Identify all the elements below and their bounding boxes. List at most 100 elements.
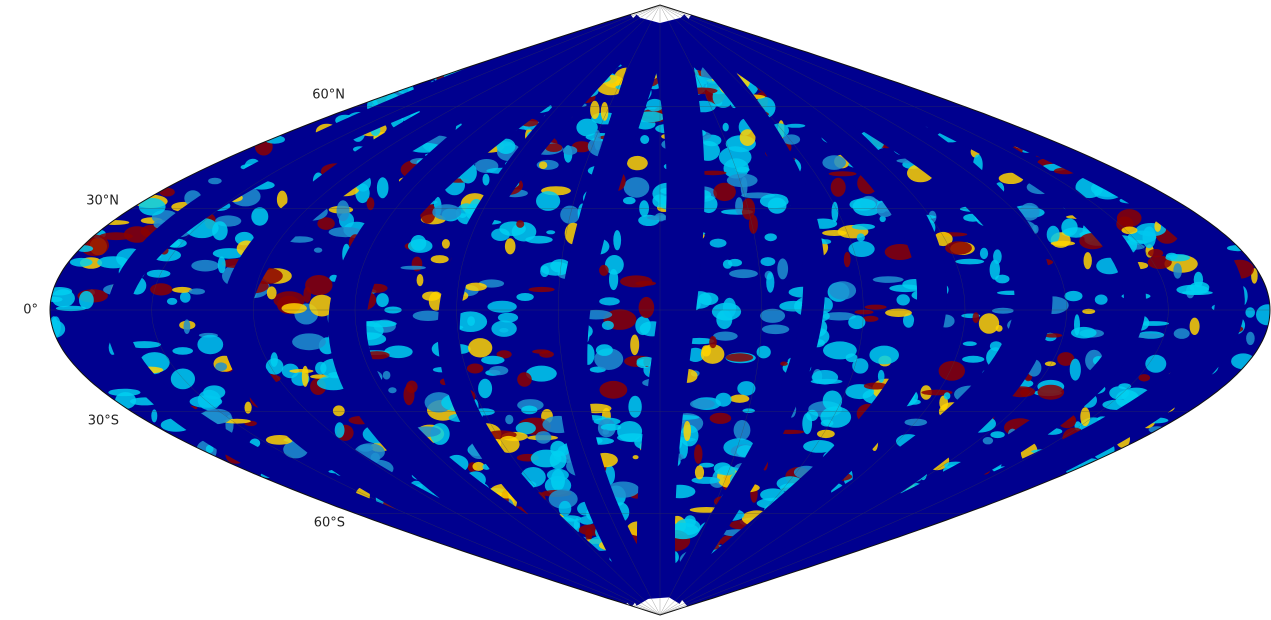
cloud-patch [560, 205, 580, 224]
cloud-patch [962, 355, 985, 363]
cloud-patch [606, 481, 640, 498]
cloud-patch [481, 355, 505, 365]
cloud-patch [317, 217, 335, 230]
cloud-patch [1227, 245, 1249, 252]
cloud-patch [1245, 307, 1255, 318]
cloud-patch [903, 313, 915, 328]
cloud-patch [683, 421, 691, 441]
cloud-patch [733, 420, 751, 441]
cloud-patch [172, 286, 193, 293]
cloud-patch [1189, 317, 1200, 335]
cloud-patch [309, 294, 335, 317]
cloud-patch [1044, 361, 1056, 367]
latitude-label: 60°N [312, 88, 345, 103]
cloud-patch [376, 177, 389, 199]
cloud-patch [266, 286, 277, 300]
cloud-patch [725, 353, 754, 362]
cloud-patch [208, 177, 222, 185]
cloud-patch [849, 198, 876, 211]
cloud-patch [472, 461, 485, 471]
cloud-patch [822, 390, 843, 411]
cloud-patch [780, 361, 788, 366]
cloud-patch [51, 289, 75, 308]
cloud-patch [993, 249, 1002, 264]
cloud-patch [217, 256, 226, 274]
cloud-patch [831, 201, 839, 223]
cloud-patch [630, 334, 640, 356]
cloud-patch [829, 281, 857, 300]
cloud-patch [851, 223, 876, 230]
cloud-patch [962, 341, 977, 347]
cloud-patch [465, 282, 487, 291]
latitude-label: 60°S [314, 516, 345, 531]
cloud-patch [1145, 354, 1167, 373]
cloud-patch [1173, 263, 1182, 279]
latitude-label: 30°S [88, 414, 119, 429]
cloud-patch [872, 276, 904, 283]
cloud-patch [729, 394, 750, 403]
cloud-patch [482, 173, 490, 186]
cloud-patch [885, 308, 912, 317]
cloud-patch [854, 309, 874, 315]
cloud-patch [782, 134, 801, 145]
cloud-patch [264, 135, 286, 144]
cloud-patch [701, 345, 711, 357]
cloud-patch [889, 284, 922, 293]
cloud-patch [613, 230, 622, 251]
cloud-patch [1147, 255, 1172, 269]
cloud-patch [562, 146, 578, 155]
cloud-patch [376, 293, 389, 308]
cloud-patch [990, 431, 1005, 439]
cloud-patch [1193, 271, 1204, 288]
cloud-patch [628, 395, 642, 418]
cloud-patch [938, 361, 965, 381]
cloud-patch [1050, 240, 1076, 246]
cloud-patch [1138, 374, 1151, 382]
cloud-patch [270, 352, 278, 367]
cloud-patch [382, 370, 391, 380]
cloud-patch [539, 350, 554, 358]
cloud-patch [699, 170, 727, 176]
cloud-patch [332, 405, 345, 417]
cloud-patch [722, 297, 737, 318]
cloud-patch [718, 465, 736, 476]
cloud-patch [896, 294, 910, 306]
cloud-patch [864, 304, 887, 310]
cloud-patch [709, 336, 717, 349]
cloud-patch [617, 421, 643, 442]
cloud-patch [1061, 218, 1078, 236]
cloud-patch [785, 123, 806, 128]
cloud-patch [602, 429, 609, 435]
cloud-patch [384, 345, 413, 359]
cloud-patch [334, 422, 345, 438]
cloud-patch [779, 300, 809, 312]
cloud-patch [1064, 290, 1083, 302]
cloud-patch [691, 476, 721, 484]
cloud-patch [718, 146, 752, 168]
cloud-patch [777, 258, 789, 280]
cloud-patch [197, 334, 224, 355]
cloud-patch [416, 274, 424, 287]
cloud-patch [138, 198, 166, 216]
cloud-patch [487, 300, 517, 313]
cloud-patch [690, 399, 715, 409]
cloud-patch [820, 419, 834, 427]
cloud-patch [601, 320, 614, 330]
cloud-patch [468, 338, 493, 358]
graticule [50, 5, 1270, 615]
cloud-patch [599, 297, 620, 306]
cloud-patch [978, 313, 1000, 334]
cloud-patch [848, 315, 866, 330]
cloud-patch [526, 365, 557, 382]
cloud-patch [945, 241, 972, 255]
cloud-patch [632, 455, 639, 460]
cloud-patch [400, 265, 426, 270]
cloud-patch [1165, 254, 1190, 262]
cloud-patch [599, 264, 609, 276]
cloud-patch [172, 347, 193, 355]
cloud-patch [1080, 407, 1091, 427]
cloud-patch [412, 310, 444, 321]
cloud-patch [715, 392, 732, 407]
cloud-patch [1116, 209, 1142, 228]
cloud-patch [441, 239, 450, 249]
